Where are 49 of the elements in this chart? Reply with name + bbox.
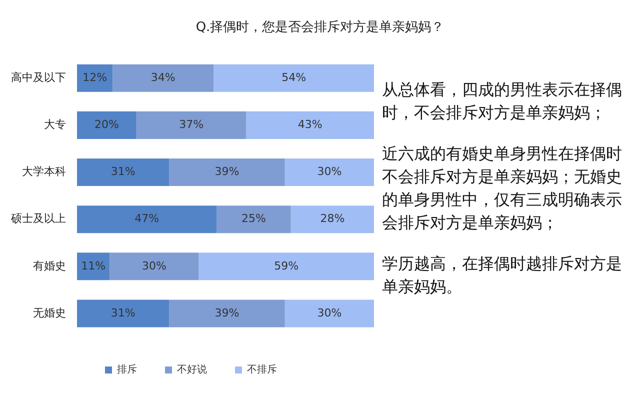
data-label: 54% [282, 70, 306, 84]
bar [169, 158, 285, 186]
data-label: 20% [94, 118, 119, 132]
legend-label: 排斥 [117, 364, 137, 376]
data-label: 30% [142, 259, 166, 272]
data-label: 34% [150, 70, 176, 84]
data-label: 25% [241, 212, 266, 226]
bar [169, 300, 285, 328]
data-label: 39% [214, 306, 240, 320]
text: 近六成的有婚史单身男性在择偶时不会排斥对方是单亲妈妈；无婚史的单身男性中，仅有三成明确表示会排斥对方是单亲妈妈； [382, 143, 623, 234]
text: 从总体看，四成的男性表示在择偶时，不会排斥对方是单亲妈妈； [382, 79, 623, 124]
bar [216, 206, 291, 234]
data-label: 43% [298, 118, 322, 132]
chart-title: Q.择偶时，您是否会排斥对方是单亲妈妈？ [194, 19, 446, 36]
data-label: 30% [317, 165, 342, 178]
data-label: 12% [82, 70, 108, 84]
data-label: 31% [110, 165, 136, 178]
y-tick-label: 大学本科 [22, 165, 66, 178]
data-label: 39% [214, 165, 240, 178]
y-tick-label: 硕士及以上 [10, 212, 66, 226]
y-tick-label: 无婚史 [33, 306, 66, 320]
bar [290, 206, 374, 234]
legend-label: 不排斥 [247, 364, 277, 376]
data-label: 31% [110, 306, 136, 320]
data-label: 59% [274, 259, 299, 272]
bar [284, 158, 374, 186]
y-tick-label: 大专 [44, 118, 66, 132]
data-label: 30% [317, 306, 342, 320]
bar [77, 206, 217, 234]
bar [77, 252, 110, 280]
bar [284, 300, 374, 328]
legend-label: 不好说 [177, 364, 207, 376]
text: 学历越高，在择偶时越排斥对方是单亲妈妈。 [382, 253, 623, 298]
y-tick-label: 高中及以下 [11, 70, 66, 84]
bar [246, 111, 374, 139]
data-label: 37% [179, 118, 204, 132]
data-label: 28% [320, 212, 345, 226]
bar [110, 252, 199, 280]
y-tick-label: 有婚史 [33, 259, 66, 272]
bar [198, 252, 374, 280]
data-label: 47% [134, 212, 160, 226]
bar [112, 64, 214, 92]
bar [77, 64, 113, 92]
bar [77, 111, 136, 139]
bar [136, 111, 246, 139]
bar [77, 158, 170, 186]
bar [77, 300, 170, 328]
data-label: 11% [81, 259, 106, 272]
bar [214, 64, 374, 92]
